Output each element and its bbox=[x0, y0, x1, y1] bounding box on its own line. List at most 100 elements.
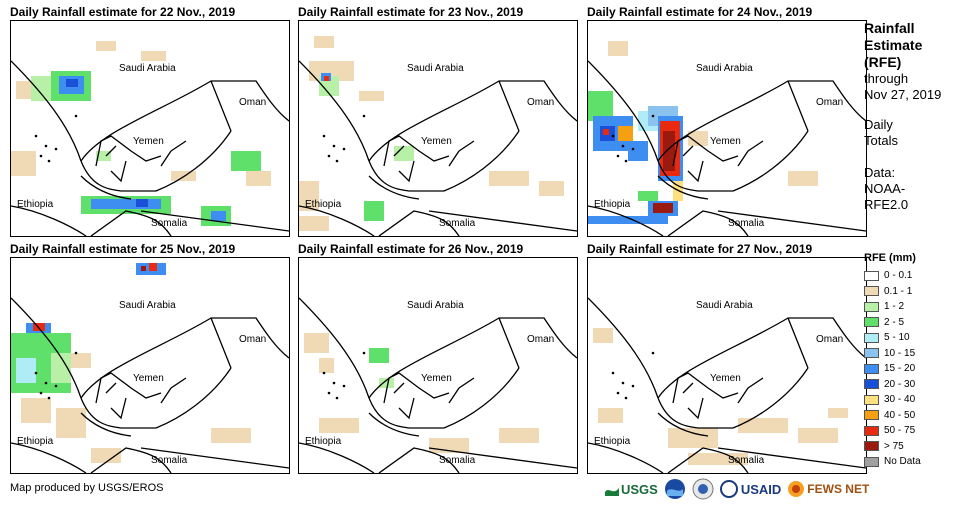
rainfall-cell bbox=[668, 428, 718, 448]
credit-text: Map produced by USGS/EROS bbox=[10, 482, 164, 494]
rainfall-map: Saudi Arabia Oman Yemen Ethiopia Somalia bbox=[587, 257, 867, 474]
rainfall-cell bbox=[96, 41, 116, 51]
rainfall-cell bbox=[319, 358, 334, 373]
border-line bbox=[657, 412, 866, 469]
rainfall-map: Saudi Arabia Oman Yemen Ethiopia Somalia bbox=[10, 257, 290, 474]
rainfall-cell bbox=[539, 181, 564, 196]
legend-label: 15 - 20 bbox=[884, 363, 916, 375]
label-somalia: Somalia bbox=[439, 218, 476, 229]
rainfall-cell bbox=[91, 199, 161, 209]
border-line bbox=[588, 205, 749, 236]
border-line bbox=[11, 205, 172, 236]
border-line bbox=[210, 80, 232, 132]
label-saudi-arabia: Saudi Arabia bbox=[696, 300, 753, 311]
border-line bbox=[11, 442, 172, 473]
border-line bbox=[160, 377, 187, 404]
panel-title: Daily Rainfall estimate for 23 Nov., 201… bbox=[298, 5, 524, 19]
island-dot bbox=[34, 134, 38, 138]
island-dot bbox=[611, 371, 615, 375]
island-dot bbox=[332, 381, 336, 385]
rfe-title-line3: (RFE) bbox=[864, 54, 902, 70]
border-line bbox=[672, 135, 739, 183]
rainfall-cell bbox=[299, 216, 329, 231]
label-saudi-arabia: Saudi Arabia bbox=[407, 63, 464, 74]
rainfall-cell bbox=[66, 79, 78, 87]
label-oman: Oman bbox=[816, 97, 844, 108]
border-line bbox=[11, 297, 82, 399]
island-dot bbox=[342, 384, 346, 388]
rainfall-cell bbox=[359, 91, 384, 101]
rainfall-cell bbox=[21, 398, 51, 423]
island-dot bbox=[651, 114, 655, 118]
totals-text: Totals bbox=[864, 133, 898, 148]
panel-title: Daily Rainfall estimate for 22 Nov., 201… bbox=[10, 5, 236, 19]
rainfall-cell bbox=[171, 171, 196, 181]
legend-item: 1 - 2 bbox=[864, 299, 921, 315]
legend-label: No Data bbox=[884, 456, 921, 468]
rainfall-cell bbox=[211, 211, 226, 221]
border-line bbox=[11, 60, 82, 162]
rainfall-cell bbox=[489, 171, 529, 186]
legend-label: 0.1 - 1 bbox=[884, 285, 913, 297]
map-canvas bbox=[11, 41, 289, 236]
island-dot bbox=[327, 154, 331, 158]
island-dot bbox=[44, 381, 48, 385]
legend-label: 0 - 0.1 bbox=[884, 270, 913, 282]
legend-swatch bbox=[864, 410, 879, 421]
through-text: through bbox=[864, 71, 909, 86]
island-dot bbox=[327, 391, 331, 395]
border-line bbox=[657, 367, 809, 429]
map-canvas bbox=[588, 297, 866, 473]
legend-item: No Data bbox=[864, 454, 921, 470]
rainfall-cell bbox=[394, 146, 414, 161]
rainfall-cell bbox=[96, 151, 111, 161]
border-line bbox=[299, 442, 460, 473]
island-dot bbox=[34, 371, 38, 375]
legend-swatch bbox=[864, 270, 879, 281]
rainfall-cell bbox=[141, 51, 166, 61]
label-yemen: Yemen bbox=[133, 373, 164, 384]
label-saudi-arabia: Saudi Arabia bbox=[407, 300, 464, 311]
border-line bbox=[657, 130, 809, 192]
nasa-seal-icon bbox=[692, 478, 714, 500]
border-line bbox=[210, 317, 232, 369]
data-source-1: NOAA- bbox=[864, 181, 906, 196]
label-ethiopia: Ethiopia bbox=[305, 199, 342, 210]
border-line bbox=[95, 372, 162, 420]
label-ethiopia: Ethiopia bbox=[17, 436, 54, 447]
rainfall-cell bbox=[663, 131, 675, 171]
label-ethiopia: Ethiopia bbox=[594, 436, 631, 447]
border-line bbox=[368, 367, 520, 429]
label-somalia: Somalia bbox=[728, 455, 765, 466]
island-dot bbox=[39, 154, 43, 158]
rainfall-cell bbox=[798, 428, 838, 443]
island-dot bbox=[39, 391, 43, 395]
border-line bbox=[787, 317, 809, 369]
label-yemen: Yemen bbox=[133, 136, 164, 147]
legend-item: 0.1 - 1 bbox=[864, 284, 921, 300]
rainfall-cell bbox=[51, 353, 71, 383]
rainfall-cell bbox=[688, 453, 748, 465]
legend-label: 5 - 10 bbox=[884, 332, 910, 344]
label-yemen: Yemen bbox=[710, 136, 741, 147]
legend-item: > 75 bbox=[864, 439, 921, 455]
label-ethiopia: Ethiopia bbox=[305, 436, 342, 447]
island-dot bbox=[624, 396, 628, 400]
island-dot bbox=[616, 154, 620, 158]
rainfall-cell bbox=[304, 333, 329, 353]
label-oman: Oman bbox=[239, 97, 267, 108]
legend-swatch bbox=[864, 301, 879, 312]
border-line bbox=[588, 60, 659, 162]
rainfall-cell bbox=[588, 216, 668, 224]
rainfall-cell bbox=[738, 418, 788, 433]
legend-swatch bbox=[864, 425, 879, 436]
island-dot bbox=[54, 384, 58, 388]
rainfall-cell bbox=[369, 348, 389, 363]
island-dot bbox=[47, 159, 51, 163]
label-saudi-arabia: Saudi Arabia bbox=[119, 300, 176, 311]
label-yemen: Yemen bbox=[710, 373, 741, 384]
border-line bbox=[95, 135, 162, 183]
border-line bbox=[80, 130, 232, 192]
label-somalia: Somalia bbox=[151, 218, 188, 229]
rainfall-cell bbox=[628, 141, 648, 161]
